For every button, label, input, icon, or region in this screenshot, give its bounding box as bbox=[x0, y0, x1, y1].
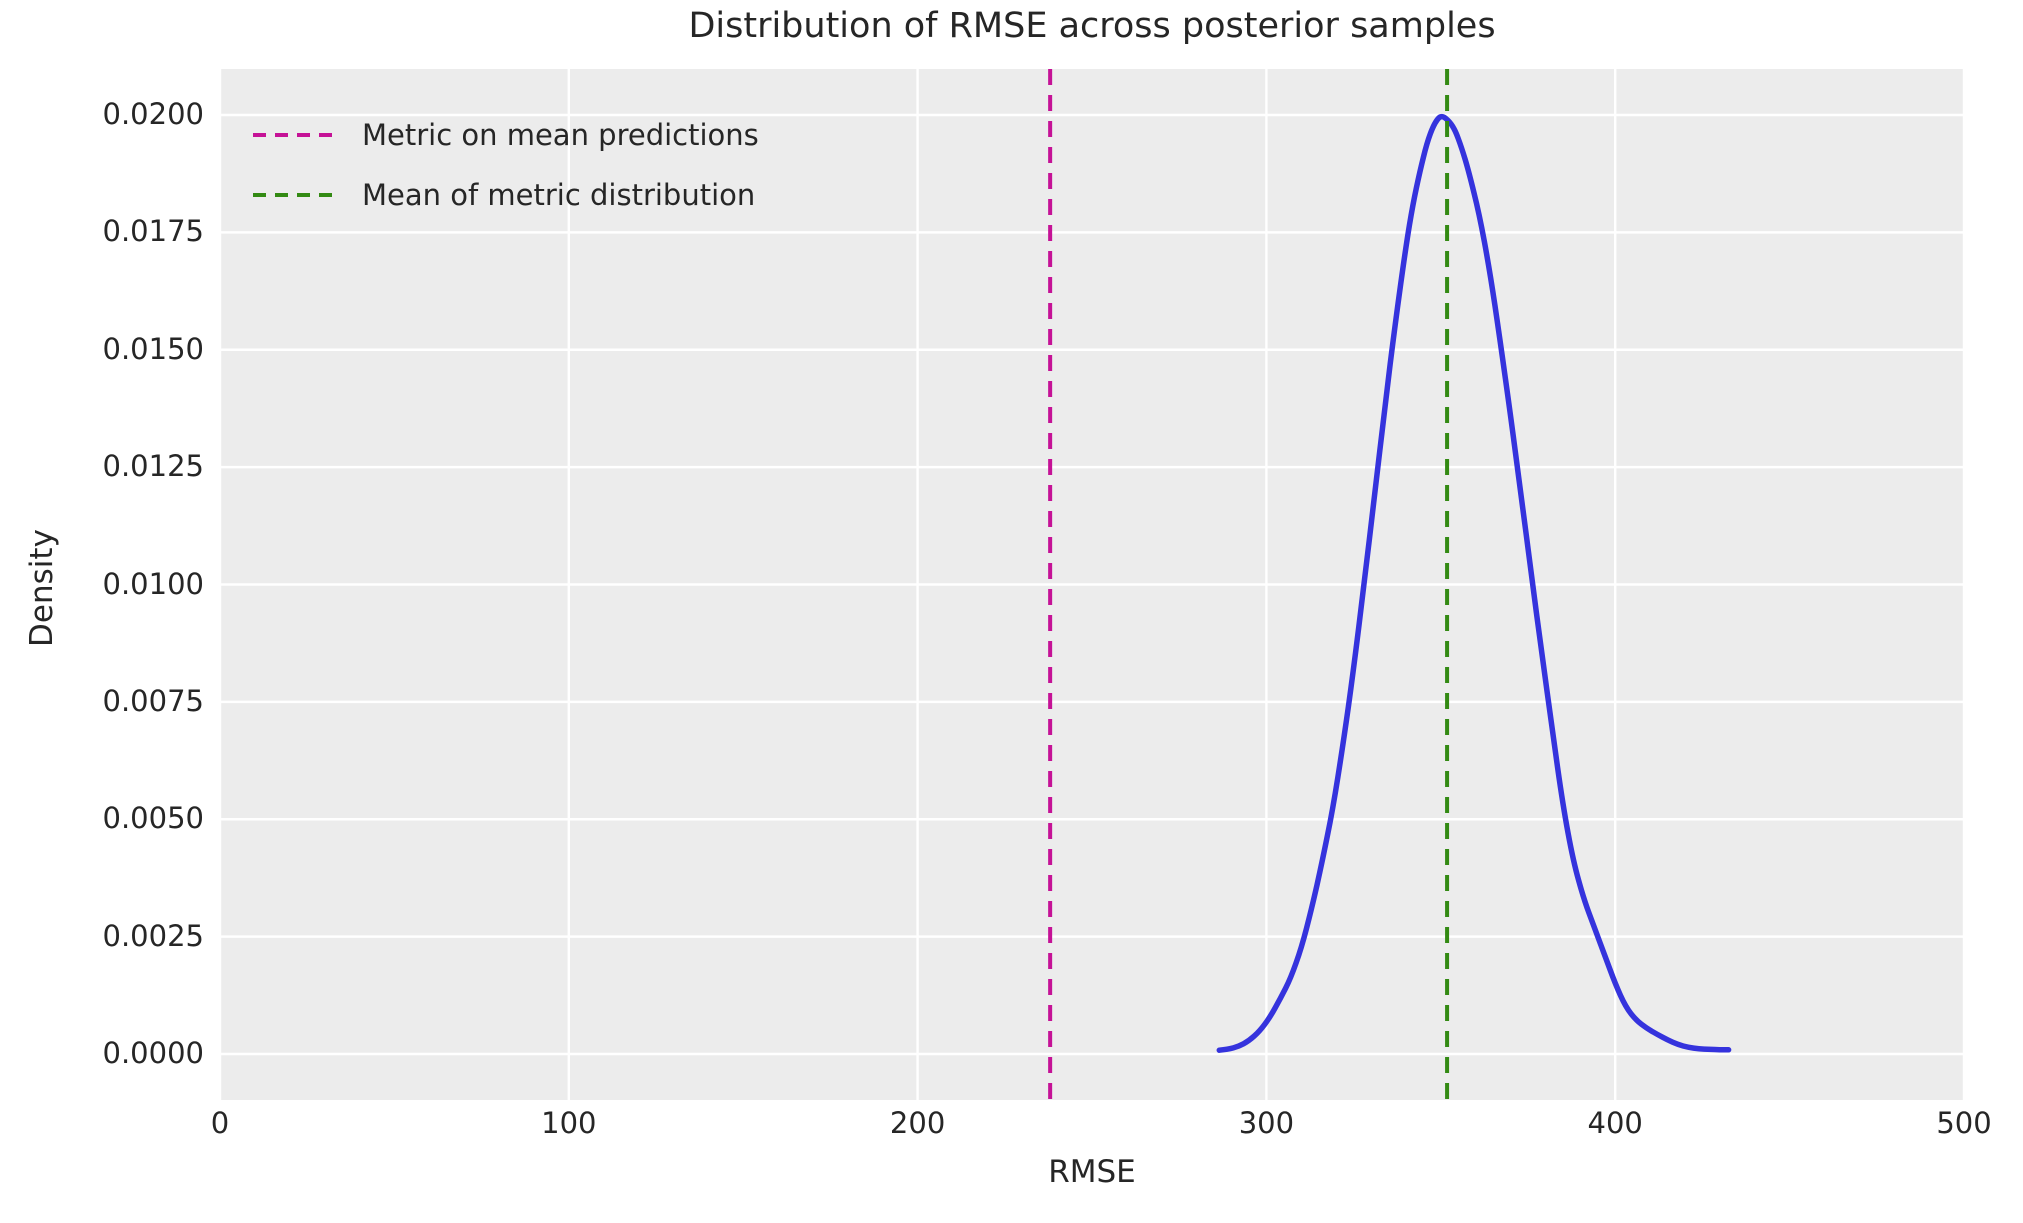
y-tick-label: 0.0125 bbox=[102, 449, 204, 484]
y-tick-label: 0.0200 bbox=[102, 97, 204, 131]
kde-curve bbox=[1216, 113, 1732, 1053]
legend-label: Mean of metric distribution bbox=[362, 178, 756, 212]
legend: Metric on mean predictions Mean of metri… bbox=[252, 113, 759, 217]
legend-item-metric-on-mean-predictions: Metric on mean predictions bbox=[252, 113, 759, 157]
y-tick-label: 0.0150 bbox=[102, 331, 204, 366]
y-tick-label: 0.0075 bbox=[102, 683, 204, 718]
x-tick-label: 100 bbox=[541, 1106, 597, 1140]
plot-svg bbox=[220, 69, 1964, 1100]
x-tick-label: 200 bbox=[889, 1106, 946, 1140]
y-tick-label: 0.0000 bbox=[102, 1035, 204, 1070]
x-tick-label: 500 bbox=[1936, 1106, 1992, 1140]
y-tick-label: 0.0100 bbox=[102, 566, 204, 601]
x-tick-label: 300 bbox=[1238, 1106, 1295, 1140]
y-tick-label: 0.0175 bbox=[102, 214, 204, 249]
plot-area: Metric on mean predictions Mean of metri… bbox=[220, 69, 1964, 1100]
legend-item-mean-of-metric-distribution: Mean of metric distribution bbox=[252, 173, 759, 217]
x-axis-label: RMSE bbox=[1048, 1154, 1136, 1190]
x-tick-label: 400 bbox=[1587, 1106, 1643, 1140]
y-tick-label: 0.0050 bbox=[102, 801, 204, 836]
dashed-line-sample-icon bbox=[253, 133, 333, 137]
chart-title: Distribution of RMSE across posterior sa… bbox=[688, 6, 1496, 46]
dashed-line-sample-icon bbox=[253, 193, 333, 197]
legend-label: Metric on mean predictions bbox=[362, 118, 759, 152]
y-tick-label: 0.0025 bbox=[102, 918, 204, 953]
x-tick-label: 0 bbox=[210, 1106, 230, 1140]
